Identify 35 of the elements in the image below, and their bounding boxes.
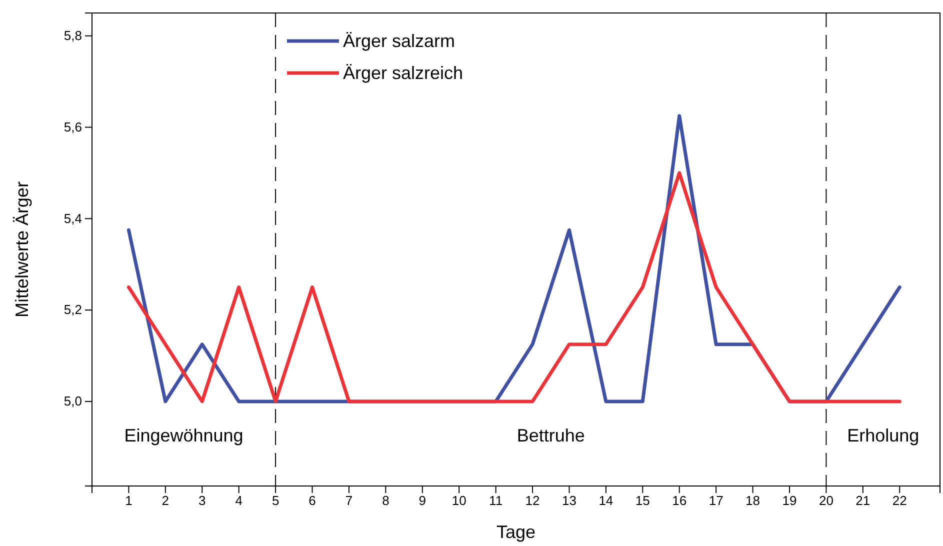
annotation: Eingewöhnung	[124, 425, 244, 446]
y-tick-label: 5,8	[64, 28, 82, 44]
x-tick-label: 3	[198, 493, 206, 508]
legend-label: Ärger salzreich	[343, 63, 464, 83]
x-tick-label: 4	[235, 493, 242, 508]
x-tick-label: 16	[672, 493, 687, 508]
x-tick-label: 10	[452, 493, 466, 508]
x-tick-label: 5	[272, 493, 280, 508]
annotation: Erholung	[847, 425, 920, 446]
x-tick-label: 8	[382, 493, 390, 508]
y-tick-label: 5,0	[64, 394, 82, 409]
y-tick-label: 5,6	[64, 119, 82, 134]
x-tick-label: 17	[708, 493, 724, 508]
x-tick-label: 7	[345, 493, 353, 508]
x-tick-label: 22	[892, 493, 907, 508]
y-tick-label: 5,2	[64, 302, 82, 318]
x-tick-label: 9	[418, 493, 426, 508]
y-axis-title: Mittelwerte Ärger	[12, 181, 32, 318]
x-tick-label: 12	[525, 493, 540, 508]
x-tick-label: 13	[562, 493, 576, 508]
y-tick-label: 5,4	[64, 210, 82, 226]
x-axis-title: Tage	[496, 522, 536, 542]
x-tick-label: 15	[635, 493, 650, 508]
x-tick-label: 20	[818, 493, 834, 508]
x-tick-label: 6	[308, 493, 316, 508]
x-tick-label: 19	[782, 493, 797, 508]
x-tick-label: 2	[162, 493, 170, 508]
x-tick-label: 21	[856, 493, 870, 508]
x-tick-label: 14	[598, 493, 614, 508]
annotation: Bettruhe	[516, 425, 585, 446]
x-tick-label: 11	[489, 493, 503, 508]
line-series	[126, 171, 902, 404]
x-tick-label: 1	[125, 493, 132, 508]
legend-label: Ärger salzarm	[343, 31, 456, 51]
x-tick-label: 18	[746, 493, 760, 508]
